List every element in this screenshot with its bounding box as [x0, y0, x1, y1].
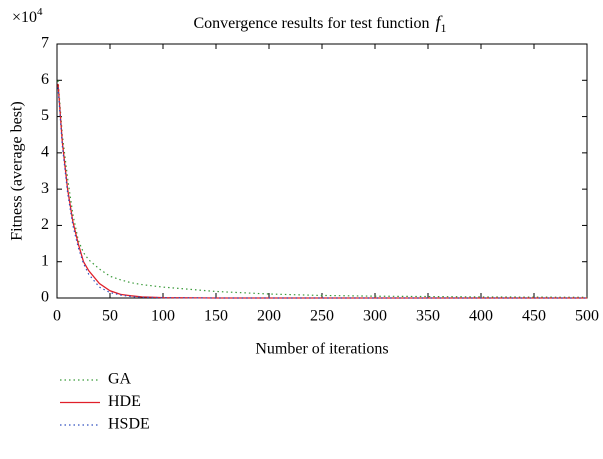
legend-label: GA — [108, 371, 132, 388]
x-tick-label: 450 — [522, 308, 546, 325]
x-tick-label: 200 — [257, 308, 281, 325]
series-line — [57, 80, 588, 298]
x-axis-label: Number of iterations — [255, 341, 388, 358]
legend-label: HSDE — [108, 416, 150, 433]
x-tick-label: 300 — [363, 308, 387, 325]
series-line — [57, 83, 587, 299]
multiplier-base: ×10 — [12, 9, 37, 26]
x-tick-label: 350 — [416, 308, 440, 325]
title-symbol: f — [436, 12, 444, 32]
chart-title: Convergence results for test function f1 — [193, 12, 446, 35]
x-tick-label: 400 — [469, 308, 493, 325]
y-tick-label: 1 — [41, 252, 49, 269]
x-tick-label: 150 — [204, 308, 228, 325]
legend-label: HDE — [108, 393, 141, 410]
x-tick-label: 500 — [575, 308, 599, 325]
title-subscript: 1 — [441, 21, 447, 35]
x-tick-label: 50 — [102, 308, 118, 325]
y-tick-label: 2 — [41, 216, 49, 233]
x-tick-label: 100 — [151, 308, 175, 325]
y-multiplier: ×104 — [12, 6, 43, 26]
x-tick-label: 250 — [310, 308, 334, 325]
y-tick-label: 3 — [41, 180, 49, 197]
y-tick-label: 4 — [41, 144, 49, 161]
x-tick-label: 0 — [53, 308, 61, 325]
y-tick-label: 6 — [41, 71, 49, 88]
y-tick-label: 0 — [41, 289, 49, 306]
series-line — [57, 87, 587, 299]
y-tick-label: 5 — [41, 107, 49, 124]
y-tick-label: 7 — [41, 35, 49, 52]
title-text: Convergence results for test function — [193, 15, 429, 32]
plot-frame — [56, 43, 588, 299]
multiplier-exponent: 4 — [37, 6, 43, 18]
y-axis-label: Fitness (average best) — [9, 101, 26, 241]
